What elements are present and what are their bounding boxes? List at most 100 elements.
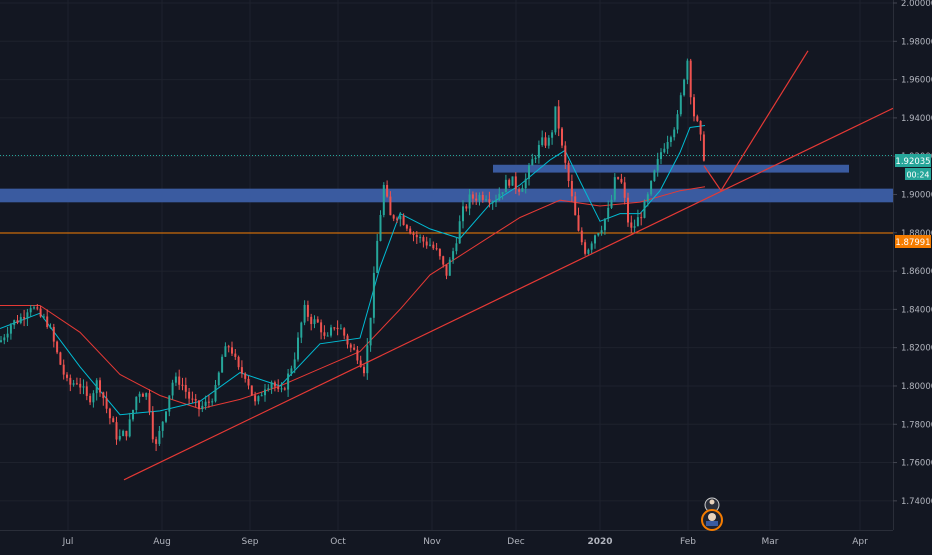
- candle-body[interactable]: [412, 233, 415, 235]
- support-zone-main[interactable]: [0, 188, 893, 203]
- candle-body[interactable]: [19, 317, 22, 323]
- candle-body[interactable]: [227, 346, 230, 348]
- candle-body[interactable]: [303, 304, 306, 323]
- candle-body[interactable]: [6, 333, 9, 338]
- candle-body[interactable]: [46, 316, 49, 327]
- candle-body[interactable]: [13, 320, 16, 326]
- candle-body[interactable]: [636, 217, 639, 227]
- candle-body[interactable]: [326, 335, 329, 337]
- candle-body[interactable]: [669, 137, 672, 143]
- candle-body[interactable]: [184, 385, 187, 392]
- candle-body[interactable]: [353, 347, 356, 350]
- candle-body[interactable]: [323, 332, 326, 336]
- candle-body[interactable]: [498, 193, 501, 201]
- candle-body[interactable]: [478, 195, 481, 201]
- candle-body[interactable]: [689, 60, 692, 98]
- candle-body[interactable]: [402, 216, 405, 226]
- candle-body[interactable]: [287, 373, 290, 390]
- candle-body[interactable]: [696, 116, 699, 121]
- candle-body[interactable]: [85, 386, 88, 396]
- candle-body[interactable]: [448, 259, 451, 276]
- candle-body[interactable]: [620, 178, 623, 183]
- candle-body[interactable]: [537, 145, 540, 158]
- candle-body[interactable]: [587, 249, 590, 254]
- candle-body[interactable]: [468, 194, 471, 209]
- candle-body[interactable]: [237, 356, 240, 368]
- candle-body[interactable]: [333, 327, 336, 329]
- candle-body[interactable]: [174, 376, 177, 383]
- candle-body[interactable]: [399, 216, 402, 220]
- candle-body[interactable]: [653, 170, 656, 181]
- candle-body[interactable]: [405, 225, 408, 229]
- candle-body[interactable]: [584, 242, 587, 254]
- candle-body[interactable]: [590, 243, 593, 250]
- candle-body[interactable]: [191, 398, 194, 400]
- candle-body[interactable]: [72, 383, 75, 385]
- candle-body[interactable]: [409, 228, 412, 234]
- candle-body[interactable]: [594, 235, 596, 244]
- candle-body[interactable]: [359, 360, 362, 367]
- candle-body[interactable]: [386, 185, 389, 197]
- candle-body[interactable]: [471, 194, 474, 199]
- candle-body[interactable]: [264, 389, 266, 396]
- candle-body[interactable]: [260, 395, 263, 397]
- candle-body[interactable]: [247, 378, 250, 386]
- candle-body[interactable]: [495, 200, 497, 203]
- candle-body[interactable]: [39, 308, 42, 317]
- candle-body[interactable]: [465, 206, 468, 209]
- candle-body[interactable]: [369, 317, 372, 346]
- candle-body[interactable]: [528, 165, 530, 179]
- candle-body[interactable]: [16, 320, 19, 323]
- candle-body[interactable]: [165, 411, 167, 422]
- candle-body[interactable]: [108, 408, 111, 419]
- candle-body[interactable]: [75, 383, 78, 385]
- candle-body[interactable]: [521, 188, 524, 192]
- candle-body[interactable]: [557, 106, 560, 129]
- candle-body[interactable]: [29, 308, 32, 313]
- candle-body[interactable]: [178, 376, 181, 385]
- candle-body[interactable]: [415, 234, 418, 238]
- candle-body[interactable]: [155, 439, 158, 444]
- candle-body[interactable]: [422, 237, 425, 242]
- candle-body[interactable]: [105, 398, 108, 409]
- candle-body[interactable]: [679, 95, 682, 115]
- candle-body[interactable]: [481, 195, 484, 200]
- candle-body[interactable]: [445, 264, 448, 276]
- candle-body[interactable]: [574, 196, 577, 216]
- candle-body[interactable]: [118, 436, 121, 440]
- candle-body[interactable]: [201, 405, 204, 410]
- candle-body[interactable]: [475, 198, 478, 201]
- candle-body[interactable]: [257, 396, 260, 402]
- candle-body[interactable]: [240, 367, 243, 374]
- candle-body[interactable]: [82, 386, 85, 388]
- candle-body[interactable]: [686, 60, 689, 80]
- candle-body[interactable]: [356, 349, 359, 361]
- candle-body[interactable]: [161, 421, 164, 431]
- candle-body[interactable]: [95, 380, 98, 394]
- candle-body[interactable]: [138, 393, 141, 397]
- candle-body[interactable]: [128, 419, 131, 437]
- candle-body[interactable]: [115, 422, 118, 440]
- candle-body[interactable]: [683, 79, 686, 96]
- candle-body[interactable]: [643, 201, 646, 218]
- candle-body[interactable]: [171, 382, 174, 396]
- candle-body[interactable]: [419, 237, 422, 239]
- candle-body[interactable]: [267, 388, 270, 390]
- candle-body[interactable]: [343, 328, 346, 336]
- candle-body[interactable]: [42, 316, 45, 318]
- candle-body[interactable]: [283, 388, 286, 390]
- candle-body[interactable]: [501, 192, 504, 194]
- candle-body[interactable]: [92, 393, 95, 403]
- candle-body[interactable]: [382, 185, 385, 216]
- candle-body[interactable]: [141, 393, 144, 397]
- trendline-steep-projection[interactable]: [720, 50, 809, 191]
- candle-body[interactable]: [207, 401, 210, 403]
- candle-body[interactable]: [577, 215, 580, 231]
- candle-body[interactable]: [181, 384, 184, 386]
- candle-body[interactable]: [250, 385, 253, 396]
- candle-body[interactable]: [432, 244, 435, 249]
- candle-body[interactable]: [0, 340, 2, 342]
- candle-body[interactable]: [66, 374, 68, 378]
